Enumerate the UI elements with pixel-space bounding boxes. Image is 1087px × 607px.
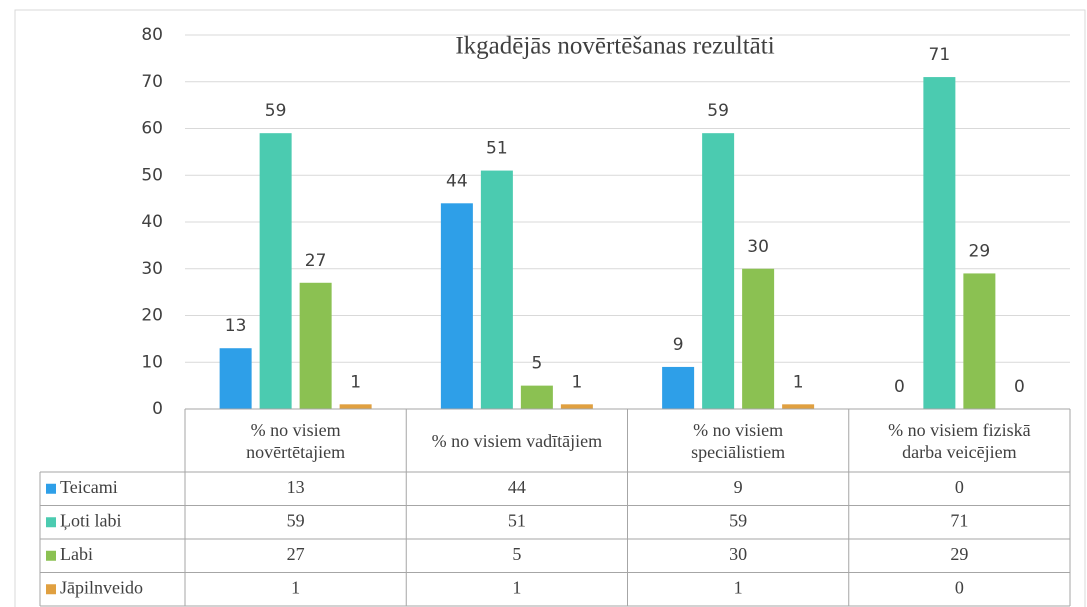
bar [339, 404, 372, 409]
bar [702, 133, 735, 410]
bar [742, 268, 775, 409]
legend-label: Labi [60, 544, 93, 564]
x-tick-label: % no visiem vadītājiem [431, 430, 603, 451]
x-tick-label: % no visiem novērtētajiem [246, 419, 346, 462]
data-label: 13 [225, 316, 247, 336]
table-cell: 29 [950, 544, 968, 564]
table-cell: 51 [508, 510, 526, 530]
y-tick-label: 70 [141, 72, 163, 92]
data-label: 71 [929, 45, 951, 65]
data-label: 0 [894, 377, 905, 397]
table-cell: 71 [950, 510, 968, 530]
table-cell: 59 [287, 510, 305, 530]
bar [782, 404, 815, 409]
y-tick-label: 0 [152, 399, 163, 419]
data-label: 1 [793, 372, 804, 392]
table-cell: 0 [955, 477, 964, 497]
data-label: 59 [707, 101, 729, 121]
bar [259, 133, 292, 410]
data-label: 1 [350, 372, 361, 392]
bar [480, 170, 513, 409]
legend-key [46, 483, 56, 494]
bar [219, 348, 252, 409]
bar [520, 385, 553, 409]
y-tick-label: 20 [141, 306, 163, 326]
bar [440, 203, 473, 409]
data-label: 44 [446, 171, 468, 191]
bar [662, 366, 695, 409]
category-label-box: % no visiem vadītājiem [431, 430, 603, 451]
bar [963, 273, 996, 409]
table-cell: 9 [734, 477, 743, 497]
y-tick-label: 30 [141, 259, 163, 279]
table-cell: 13 [287, 477, 305, 497]
category-label-box: % no visiem novērtētajiem [246, 419, 346, 462]
table-cell: 5 [512, 544, 521, 564]
legend-key [46, 517, 56, 528]
legend-key [46, 550, 56, 561]
legend-label: Jāpilnveido [60, 577, 143, 597]
legend-label: Ļoti labi [60, 510, 122, 530]
data-label: 59 [265, 101, 287, 121]
y-tick-label: 80 [141, 25, 163, 45]
data-label: 27 [305, 251, 327, 271]
data-label: 5 [531, 354, 542, 374]
data-label: 29 [969, 241, 991, 261]
table-cell: 44 [508, 477, 526, 497]
table-cell: 1 [734, 577, 743, 597]
data-label: 0 [1014, 377, 1025, 397]
bar [923, 77, 956, 409]
table-cell: 27 [287, 544, 305, 564]
data-label: 1 [571, 372, 582, 392]
y-tick-label: 40 [141, 212, 163, 232]
data-label: 30 [747, 237, 769, 257]
chart-border [14, 9, 1086, 607]
x-tick-label: % no visiem fiziskā darba veicējiem [888, 419, 1031, 462]
category-label-box: % no visiem fiziskā darba veicējiem [888, 419, 1031, 462]
legend-label: Teicami [60, 477, 118, 497]
table-cell: 59 [729, 510, 747, 530]
y-tick-label: 60 [141, 119, 163, 139]
category-label-box: % no visiem speciālistiem [691, 419, 786, 462]
bar [299, 282, 332, 409]
data-label: 51 [486, 139, 508, 159]
table-cell: 1 [512, 577, 521, 597]
chart-title: Ikgadējās novērtēšanas rezultāti [455, 33, 774, 60]
y-tick-label: 50 [141, 165, 163, 185]
bar [560, 404, 593, 409]
table-cell: 1 [291, 577, 300, 597]
x-tick-label: % no visiem speciālistiem [691, 419, 786, 462]
y-tick-label: 10 [141, 352, 163, 372]
table-cell: 0 [955, 577, 964, 597]
legend-key [46, 584, 56, 595]
data-label: 9 [673, 335, 684, 355]
table-cell: 30 [729, 544, 747, 564]
